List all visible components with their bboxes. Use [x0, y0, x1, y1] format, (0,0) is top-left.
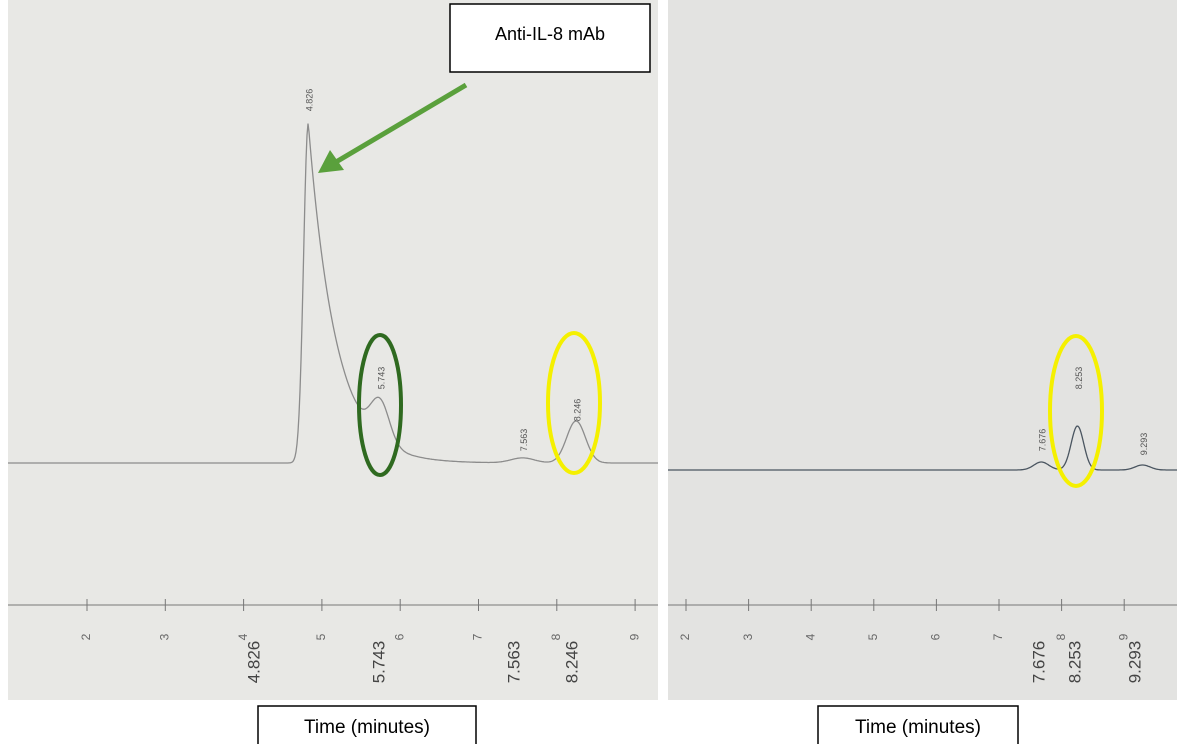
- tick-label: 2: [678, 633, 692, 640]
- retention-time: 5.743: [369, 641, 388, 684]
- retention-time: 7.563: [504, 641, 523, 684]
- axis-label: Time (minutes): [304, 717, 430, 738]
- axis-label: Time (minutes): [855, 717, 981, 738]
- retention-time: 8.253: [1065, 641, 1084, 684]
- peak-label: 8.253: [1074, 367, 1084, 390]
- figure: 2 3 4 5 6 7 8 9 4.826 5.743 7.563 8.246 4.826 5.743 7.…: [0, 0, 1177, 744]
- tick-label: 9: [627, 633, 641, 640]
- retention-time: 8.246: [562, 641, 581, 684]
- tick-label: 2: [79, 633, 93, 640]
- retention-time: 4.826: [244, 641, 263, 684]
- annotation: Anti-IL-8 mAb: [495, 24, 605, 44]
- tick-label: 4: [803, 633, 817, 640]
- peak-label: 5.743: [376, 367, 386, 390]
- right-photo: [668, 0, 1177, 700]
- peak-label: 9.293: [1139, 433, 1149, 456]
- tick-label: 6: [392, 633, 406, 640]
- left-photo: [8, 0, 658, 700]
- tick-label: 3: [157, 633, 171, 640]
- retention-time: 9.293: [1125, 641, 1144, 684]
- peak-label: 4.826: [305, 89, 315, 112]
- tick-label: 7: [991, 633, 1005, 640]
- peak-label: 7.676: [1038, 429, 1048, 452]
- peak-label: 8.246: [572, 399, 582, 422]
- tick-label: 3: [741, 633, 755, 640]
- retention-time: 7.676: [1029, 641, 1048, 684]
- peak-label: 7.563: [519, 429, 529, 452]
- tick-label: 8: [1054, 633, 1068, 640]
- tick-label: 4: [236, 633, 250, 640]
- tick-label: 5: [866, 633, 880, 640]
- tick-label: 7: [471, 633, 485, 640]
- tick-label: 9: [1116, 633, 1130, 640]
- tick-label: 8: [549, 633, 563, 640]
- tick-label: 6: [929, 633, 943, 640]
- tick-label: 5: [314, 633, 328, 640]
